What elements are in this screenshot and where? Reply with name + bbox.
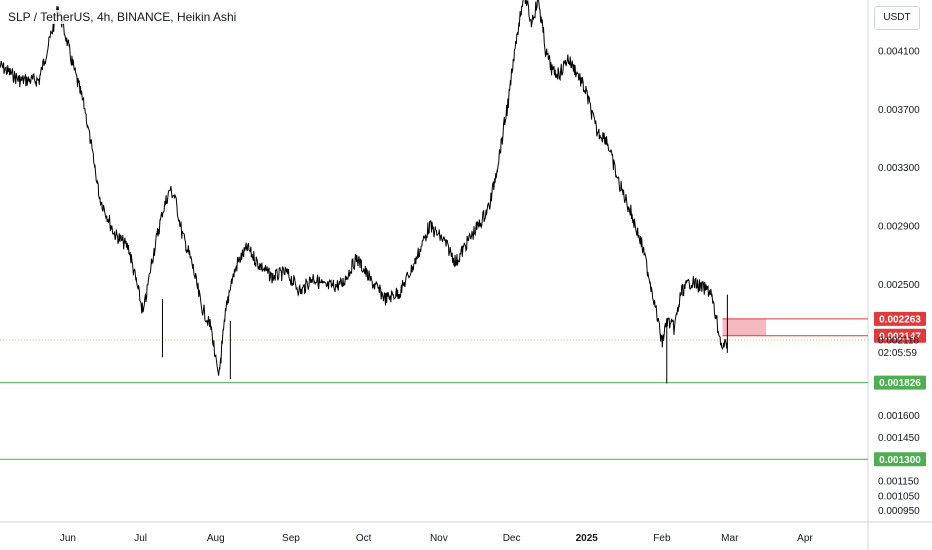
y-tick-label: 0.004100 — [878, 47, 920, 58]
x-tick-label: Feb — [653, 533, 671, 544]
price-tag-0: 0.002263 — [879, 314, 921, 325]
y-tick-label: 0.001050 — [878, 491, 920, 502]
x-tick-label: 2025 — [576, 533, 599, 544]
countdown-tag: 02:05:59 — [878, 348, 917, 359]
y-tick-label: 0.002900 — [878, 222, 920, 233]
price-tags: 0.002263 0.002147 0.001826 0.001300 0.002118… — [874, 311, 926, 467]
x-tick-label: Sep — [282, 533, 300, 544]
price-tag-bg-2 — [874, 375, 926, 390]
chart-title: SLP / TetherUS, 4h, BINANCE, Heikin Ashi — [6, 10, 239, 24]
price-tag-1: 0.002147 — [879, 331, 921, 342]
price-tag-bg-1 — [874, 328, 926, 343]
y-axis[interactable]: 0.0045000.0041000.0037000.0033000.002900… — [878, 0, 920, 517]
price-tag-bg-0 — [874, 311, 926, 326]
price-tag-2: 0.001826 — [879, 378, 921, 389]
y-tick-label: 0.000950 — [878, 506, 920, 517]
supply-zone — [722, 318, 767, 336]
price-series — [0, 0, 728, 384]
y-tick-label: 0.002500 — [878, 280, 920, 291]
x-tick-label: Jul — [134, 533, 147, 544]
y-tick-label: 0.003300 — [878, 163, 920, 174]
level-lines — [0, 318, 868, 460]
y-tick-label: 0.001150 — [878, 477, 919, 488]
x-tick-label: Nov — [430, 533, 448, 544]
price-tag-3: 0.001300 — [879, 455, 921, 466]
x-tick-label: Jun — [60, 533, 76, 544]
x-tick-label: Dec — [503, 533, 521, 544]
x-tick-label: Aug — [207, 533, 225, 544]
y-tick-label: 0.003700 — [878, 105, 920, 116]
current-price-tag: 0.002118 — [878, 336, 919, 347]
x-tick-label: Apr — [797, 533, 813, 544]
price-path — [0, 0, 728, 376]
x-tick-label: Mar — [721, 533, 739, 544]
currency-button[interactable]: USDT — [874, 6, 920, 30]
price-tag-bg-3 — [874, 452, 926, 467]
x-axis[interactable]: Jun Jul Aug Sep Oct Nov Dec 2025 Feb Mar Apr — [60, 533, 814, 544]
y-tick-label: 0.001600 — [878, 411, 920, 422]
x-tick-label: Oct — [356, 533, 372, 544]
y-tick-label: 0.001450 — [878, 433, 920, 444]
